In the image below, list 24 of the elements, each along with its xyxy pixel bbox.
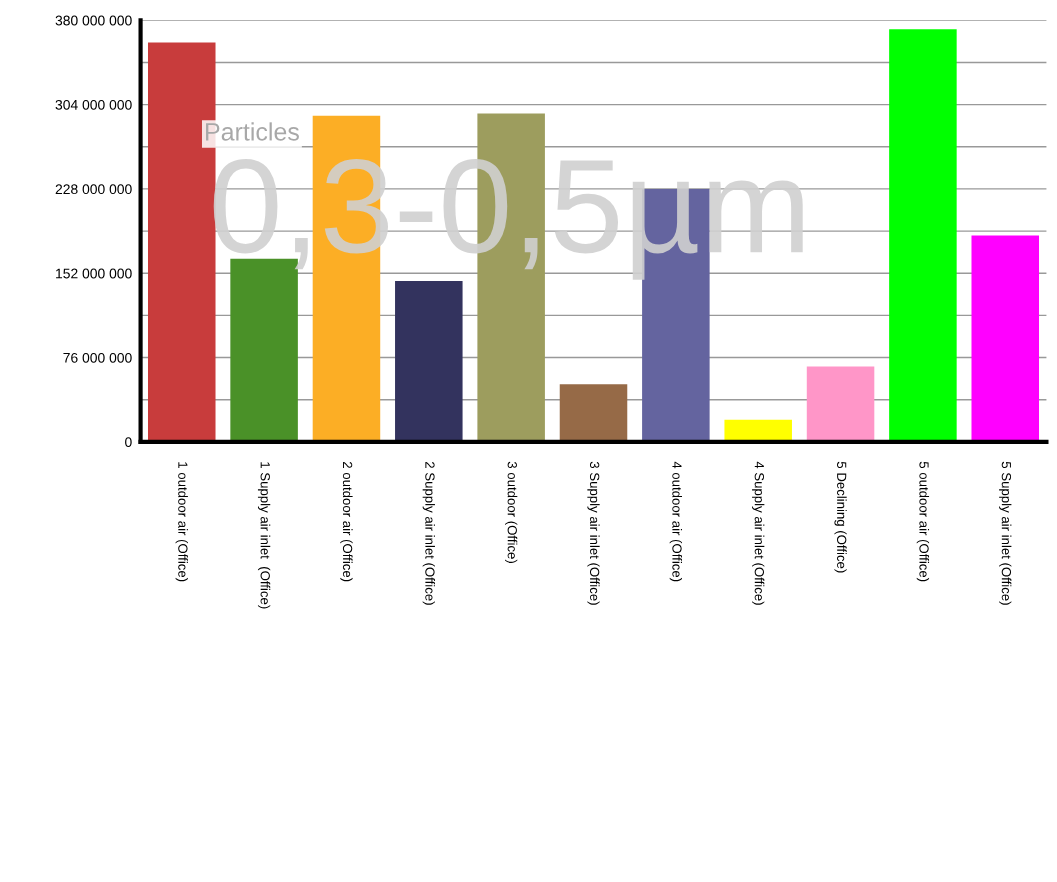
x-tick-label: 3 Supply air inlet (Office) [587, 461, 600, 605]
y-tick-label: 76 000 000 [63, 352, 132, 363]
x-tick-label: 3 outdoor (Office) [505, 461, 518, 563]
bar [395, 281, 463, 442]
x-tick-label: 2 Supply air inlet (Office) [422, 461, 435, 605]
x-tick-label: 1 Supply air inlet (Office) [257, 462, 271, 609]
x-tick-label: 4 Supply air inlet (Office) [752, 461, 765, 605]
x-tick-label: 4 outdoor air (Office) [669, 461, 683, 582]
y-tick-label: 0 [125, 437, 132, 448]
annotation: Particles [206, 122, 299, 141]
bar [971, 235, 1040, 442]
x-tick-label: 1 outdoor air (Office) [175, 462, 188, 582]
bar [889, 29, 957, 442]
x-tick-label: 5 outdoor air (Office) [916, 461, 930, 582]
y-tick-label: 304 000 000 [55, 99, 132, 110]
x-tick-label: 2 outdoor air (Office) [340, 461, 353, 582]
bar [724, 419, 792, 442]
y-tick-label: 228 000 000 [55, 184, 132, 195]
bar [806, 366, 875, 442]
bar [559, 384, 628, 442]
y-tick-label: 380 000 000 [55, 15, 132, 26]
x-tick-label: 5 Supply air inlet (Office) [999, 461, 1012, 605]
y-tick-label: 152 000 000 [56, 268, 132, 279]
x-tick-label: 5 Declining (Office) [834, 461, 847, 573]
